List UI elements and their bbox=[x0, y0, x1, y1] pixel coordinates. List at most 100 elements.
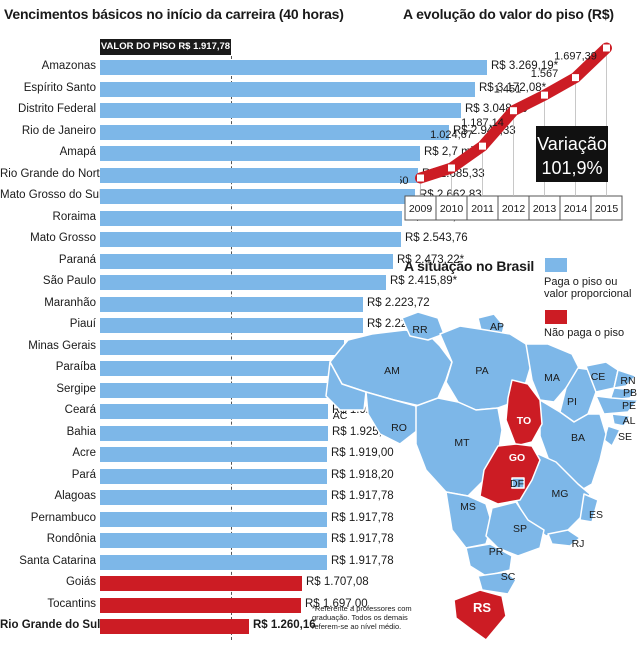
data-point bbox=[479, 142, 486, 150]
label-pb: PB bbox=[623, 387, 637, 399]
variation-box bbox=[536, 126, 608, 182]
bar-row: Rio Grande do Norte R$ 2.685,33 bbox=[0, 165, 485, 187]
bar bbox=[100, 404, 328, 419]
bar-row: Rio Grande do Sul R$ 1.260,16 bbox=[0, 616, 400, 638]
line-chart-title: A evolução do valor do piso (R$) bbox=[403, 6, 614, 22]
bar bbox=[100, 382, 330, 398]
state-es bbox=[579, 493, 599, 523]
bar-row: Mato Grosso R$ 2.543,76 bbox=[0, 229, 468, 251]
bar-value-label: R$ 3.269,19* bbox=[491, 60, 559, 72]
bar-value-label: R$ 2.223,72 bbox=[367, 296, 430, 309]
bar-row: São Paulo R$ 2.415,89* bbox=[0, 272, 457, 294]
state-label: Amazonas bbox=[41, 60, 96, 72]
state-label: Paraná bbox=[58, 253, 96, 266]
point-value-label: 950 bbox=[400, 175, 409, 187]
x-tick-label: 2015 bbox=[595, 203, 619, 215]
bar-row: Pernambuco R$ 1.917,78 bbox=[0, 509, 400, 531]
label-se: SE bbox=[618, 431, 632, 443]
bar-value-label: R$ 1.918,20 bbox=[331, 468, 394, 481]
legend-swatch-unpaid bbox=[545, 310, 567, 324]
bar-row: Espírito Santo R$ 3.172,08* bbox=[0, 79, 546, 101]
label-ms: MS bbox=[460, 501, 476, 513]
bar-value-label: R$ 2.473,22* bbox=[397, 253, 465, 266]
state-label: Mato Grosso bbox=[30, 232, 96, 244]
brazil-map: RR AP AM PA MA CE RN PB PE AL SE AC RO P… bbox=[325, 311, 639, 641]
label-to: TO bbox=[517, 415, 531, 427]
bar bbox=[100, 232, 401, 247]
state-label: Acre bbox=[72, 447, 96, 459]
label-mg: MG bbox=[552, 488, 569, 500]
bar bbox=[100, 361, 341, 376]
year-cell bbox=[404, 195, 437, 221]
bar-row: Amazonas R$ 3.269,19* bbox=[0, 57, 558, 79]
state-pe bbox=[595, 395, 639, 415]
footnote: *Referente a professores com graduação. … bbox=[312, 604, 412, 631]
state-label: São Paulo bbox=[42, 275, 96, 287]
state-label: Sergipe bbox=[56, 382, 96, 395]
state-df bbox=[511, 477, 525, 489]
bar-row: Maranhão R$ 2.223,72 bbox=[0, 294, 430, 316]
state-to bbox=[505, 379, 543, 447]
state-label: Pará bbox=[71, 468, 96, 481]
bar bbox=[100, 554, 327, 570]
label-mt: MT bbox=[454, 437, 470, 449]
bar bbox=[100, 468, 327, 484]
bar-value-label: R$ 1.919,00 bbox=[331, 447, 394, 459]
point-value-label: 1.451 bbox=[494, 84, 522, 96]
bar-row: Goiás R$ 1.707,08 bbox=[0, 573, 400, 595]
bar bbox=[100, 210, 402, 226]
state-al bbox=[611, 413, 631, 427]
bar bbox=[100, 275, 386, 290]
label-pa: PA bbox=[475, 365, 488, 377]
bar bbox=[100, 189, 415, 204]
bar bbox=[100, 425, 328, 441]
state-label: Mato Grosso do Sul bbox=[0, 189, 102, 201]
bar-value-label: R$ 1.917,78 bbox=[331, 533, 394, 545]
map-title: A situação no Brasil bbox=[404, 258, 535, 274]
variation-value: 101,9% bbox=[541, 158, 602, 178]
bar bbox=[100, 167, 418, 183]
bar-row: Pará R$ 1.918,20 bbox=[0, 466, 400, 488]
point-value-label: 1.917,78 bbox=[585, 28, 628, 29]
x-tick-label: 2011 bbox=[471, 203, 494, 215]
bar-value-label: R$ 1.917,78 bbox=[331, 511, 394, 524]
state-label: Rondônia bbox=[46, 533, 96, 545]
bar bbox=[100, 490, 327, 505]
state-label: Amapá bbox=[59, 146, 96, 158]
state-pb bbox=[609, 387, 637, 401]
data-point bbox=[510, 107, 517, 115]
state-label: Rio de Janeiro bbox=[21, 124, 96, 137]
bar bbox=[100, 533, 327, 548]
data-point bbox=[572, 74, 579, 82]
bar-row: Mato Grosso do Sul R$ 2.662,83 bbox=[0, 186, 482, 208]
legend-swatch-paid bbox=[545, 258, 567, 272]
label-ma: MA bbox=[544, 372, 560, 384]
bar bbox=[100, 124, 449, 140]
state-label: Rio Grande do Sul bbox=[0, 619, 101, 631]
legend-label-paid: Paga o piso ou valor proporcional bbox=[544, 276, 632, 300]
label-ba: BA bbox=[571, 432, 585, 444]
bar-value-label: R$ 1.697,00 bbox=[305, 597, 368, 610]
label-rr: RR bbox=[412, 324, 428, 336]
bar-value-label: R$ 1.707,08 bbox=[306, 576, 369, 588]
bar-value-label: R$ 2.543,76 bbox=[405, 232, 468, 244]
state-pr bbox=[465, 543, 513, 577]
label-ac: AC bbox=[333, 410, 348, 422]
bar bbox=[100, 296, 363, 312]
point-value-label: 1.567 bbox=[531, 68, 559, 80]
bar bbox=[100, 146, 420, 161]
label-pe: PE bbox=[622, 400, 636, 412]
state-label: Tocantins bbox=[47, 597, 96, 610]
state-rs bbox=[453, 589, 507, 641]
state-label: Minas Gerais bbox=[28, 339, 96, 352]
variation-label: Variação bbox=[537, 134, 607, 154]
bar-value-label: R$ 1.917,78 bbox=[331, 554, 394, 567]
state-label: Maranhão bbox=[44, 296, 96, 309]
label-sc: SC bbox=[501, 571, 516, 583]
bar-chart-title: Vencimentos básicos no início da carreir… bbox=[4, 6, 344, 22]
bar-row: Paraná R$ 2.473,22* bbox=[0, 251, 464, 273]
label-rs: RS bbox=[473, 600, 491, 615]
state-label: Santa Catarina bbox=[19, 554, 96, 567]
year-cell bbox=[435, 195, 468, 221]
x-tick-label: 2012 bbox=[502, 203, 526, 215]
